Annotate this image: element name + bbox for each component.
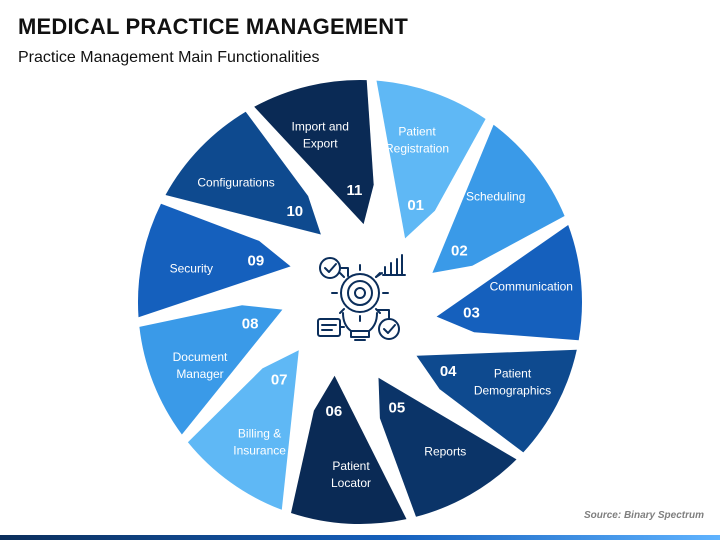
segment-label-03: Communication	[490, 280, 573, 294]
segment-number-08: 08	[242, 316, 259, 333]
segment-number-10: 10	[286, 203, 303, 220]
segment-number-09: 09	[248, 253, 265, 270]
segment-label-07: Billing & Insurance	[233, 427, 286, 458]
source-caption: Source: Binary Spectrum	[583, 510, 704, 521]
segment-label-11: Import and Export	[292, 120, 349, 151]
segment-01	[376, 80, 486, 239]
medical-innovation-bulb-icon	[317, 254, 406, 341]
segment-05	[378, 377, 517, 517]
segment-label-06: Patient Locator	[331, 459, 371, 490]
segment-number-01: 01	[407, 197, 424, 214]
segment-number-11: 11	[346, 182, 362, 199]
segment-label-04: Patient Demographics	[474, 367, 551, 398]
segment-label-10: Configurations	[197, 176, 274, 190]
segment-10	[165, 111, 321, 235]
segment-04	[416, 349, 577, 453]
segment-11	[254, 79, 374, 225]
segment-07	[187, 350, 299, 510]
segment-label-08: Document Manager	[173, 350, 228, 381]
segment-09	[137, 203, 291, 318]
segment-label-09: Security	[170, 262, 213, 276]
segment-number-04: 04	[440, 363, 457, 380]
segment-number-02: 02	[451, 242, 468, 259]
segment-label-02: Scheduling	[466, 189, 525, 203]
segment-label-05: Reports	[424, 444, 466, 458]
bottom-accent-bar	[0, 535, 720, 540]
segment-number-05: 05	[389, 400, 406, 417]
segment-03	[436, 225, 583, 341]
segment-label-01: Patient Registration	[385, 125, 449, 156]
segment-number-06: 06	[326, 403, 343, 420]
segment-02	[432, 124, 565, 273]
segment-number-07: 07	[271, 372, 288, 389]
segment-number-03: 03	[463, 304, 480, 321]
segments-group: Patient Registration 01 Scheduling 02 Communi…	[137, 79, 583, 525]
segment-08	[139, 305, 283, 435]
segment-06	[291, 375, 407, 525]
page-subtitle: Practice Management Main Functionalities	[18, 49, 320, 66]
page-title: MEDICAL PRACTICE MANAGEMENT	[18, 14, 408, 39]
